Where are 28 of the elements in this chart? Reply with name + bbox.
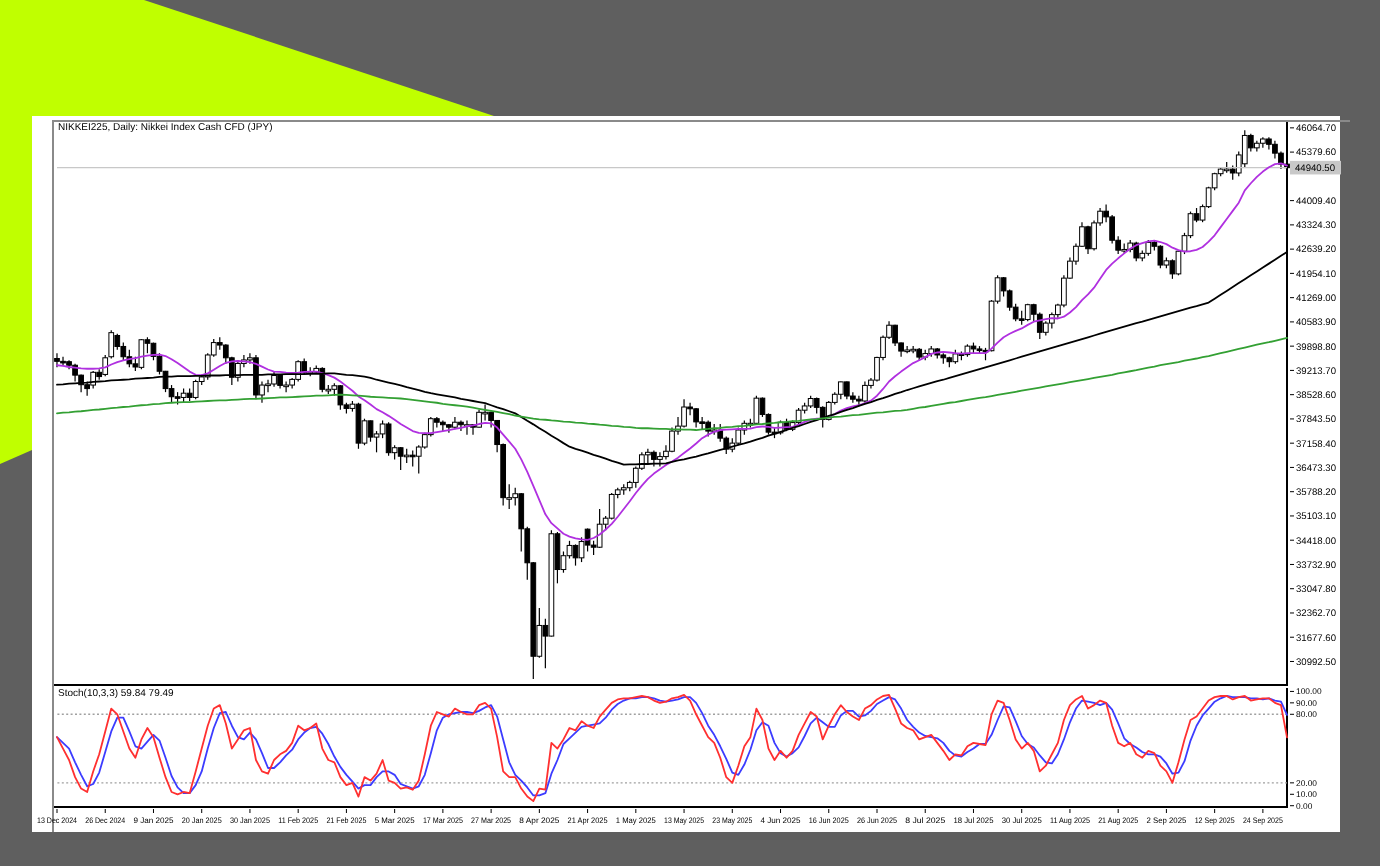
candlestick [862, 380, 868, 404]
candlestick [608, 492, 615, 521]
candlestick [482, 403, 488, 422]
candlestick [578, 536, 585, 563]
candlestick [1085, 225, 1091, 255]
candlestick [904, 345, 910, 354]
candlestick [753, 395, 760, 425]
candlestick [1157, 244, 1164, 269]
candlestick [1036, 311, 1043, 340]
candlestick [138, 338, 145, 370]
candlestick [699, 416, 705, 430]
candlestick [385, 421, 392, 457]
candlestick [681, 398, 687, 429]
candlestick [1241, 129, 1248, 168]
candlestick [319, 366, 326, 393]
candlestick [440, 419, 446, 432]
candlestick [355, 402, 362, 450]
candlestick [337, 384, 344, 411]
candlestick [283, 380, 289, 393]
candlestick [253, 354, 259, 400]
candlestick [54, 352, 60, 368]
candlestick [572, 543, 579, 567]
candlestick [458, 419, 464, 432]
candlestick [596, 508, 603, 549]
candlestick [192, 379, 199, 400]
candlestick [1169, 258, 1176, 280]
candlestick [693, 407, 699, 429]
candlestick [397, 446, 404, 471]
